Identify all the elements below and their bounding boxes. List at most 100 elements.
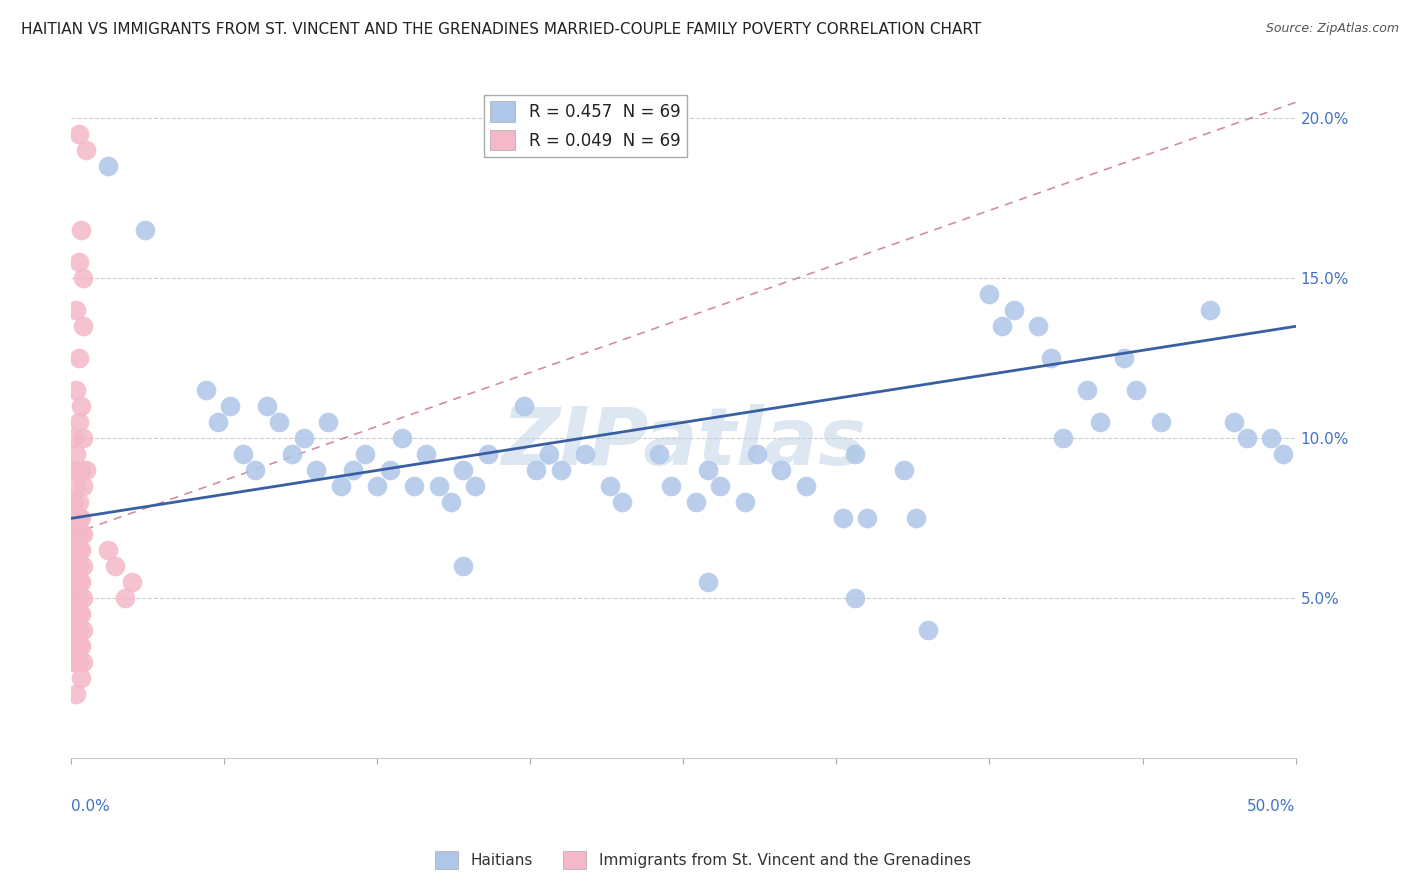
Text: HAITIAN VS IMMIGRANTS FROM ST. VINCENT AND THE GRENADINES MARRIED-COUPLE FAMILY : HAITIAN VS IMMIGRANTS FROM ST. VINCENT A…	[21, 22, 981, 37]
Point	[65, 527, 87, 541]
Point	[67, 591, 90, 606]
Point	[794, 479, 817, 493]
Point	[659, 479, 682, 493]
Point	[65, 303, 87, 318]
Point	[1236, 431, 1258, 445]
Point	[67, 607, 90, 622]
Point	[97, 160, 120, 174]
Point	[1272, 447, 1295, 461]
Point	[1052, 431, 1074, 445]
Point	[513, 400, 536, 414]
Point	[67, 543, 90, 558]
Point	[745, 447, 768, 461]
Point	[831, 511, 853, 525]
Text: Source: ZipAtlas.com: Source: ZipAtlas.com	[1265, 22, 1399, 36]
Point	[104, 559, 127, 574]
Point	[612, 495, 634, 509]
Point	[65, 559, 87, 574]
Point	[62, 463, 84, 477]
Point	[72, 431, 94, 445]
Point	[72, 479, 94, 493]
Point	[72, 559, 94, 574]
Point	[599, 479, 621, 493]
Point	[1260, 431, 1282, 445]
Point	[65, 447, 87, 461]
Point	[305, 463, 328, 477]
Point	[280, 447, 302, 461]
Point	[75, 463, 97, 477]
Point	[979, 287, 1001, 301]
Point	[67, 255, 90, 269]
Point	[207, 415, 229, 429]
Point	[537, 447, 560, 461]
Point	[67, 511, 90, 525]
Point	[75, 144, 97, 158]
Point	[70, 223, 93, 237]
Point	[62, 527, 84, 541]
Point	[65, 640, 87, 654]
Point	[696, 575, 718, 590]
Point	[67, 624, 90, 638]
Point	[62, 640, 84, 654]
Point	[62, 624, 84, 638]
Text: ZIPatlas: ZIPatlas	[501, 403, 866, 482]
Point	[70, 671, 93, 685]
Point	[990, 319, 1012, 334]
Point	[770, 463, 793, 477]
Point	[62, 543, 84, 558]
Point	[1088, 415, 1111, 429]
Point	[65, 479, 87, 493]
Point	[67, 559, 90, 574]
Point	[917, 624, 939, 638]
Point	[1076, 384, 1098, 398]
Point	[256, 400, 278, 414]
Point	[844, 591, 866, 606]
Point	[62, 591, 84, 606]
Point	[114, 591, 136, 606]
Point	[65, 511, 87, 525]
Text: 50.0%: 50.0%	[1247, 798, 1295, 814]
Point	[1114, 351, 1136, 366]
Point	[67, 415, 90, 429]
Point	[893, 463, 915, 477]
Point	[67, 495, 90, 509]
Point	[342, 463, 364, 477]
Point	[70, 511, 93, 525]
Point	[62, 559, 84, 574]
Point	[65, 624, 87, 638]
Point	[1002, 303, 1025, 318]
Point	[65, 607, 87, 622]
Point	[72, 319, 94, 334]
Point	[329, 479, 352, 493]
Point	[134, 223, 156, 237]
Point	[856, 511, 879, 525]
Legend: R = 0.457  N = 69, R = 0.049  N = 69: R = 0.457 N = 69, R = 0.049 N = 69	[484, 95, 688, 157]
Point	[1223, 415, 1246, 429]
Point	[72, 624, 94, 638]
Point	[440, 495, 463, 509]
Point	[219, 400, 242, 414]
Point	[67, 128, 90, 142]
Point	[709, 479, 731, 493]
Point	[67, 351, 90, 366]
Point	[70, 527, 93, 541]
Point	[67, 527, 90, 541]
Point	[72, 591, 94, 606]
Point	[232, 447, 254, 461]
Point	[550, 463, 572, 477]
Point	[243, 463, 266, 477]
Point	[62, 495, 84, 509]
Point	[292, 431, 315, 445]
Point	[1199, 303, 1222, 318]
Point	[1125, 384, 1147, 398]
Point	[62, 575, 84, 590]
Point	[685, 495, 707, 509]
Point	[65, 543, 87, 558]
Point	[70, 543, 93, 558]
Point	[62, 543, 84, 558]
Point	[67, 575, 90, 590]
Point	[451, 559, 474, 574]
Point	[70, 575, 93, 590]
Point	[366, 479, 388, 493]
Point	[65, 575, 87, 590]
